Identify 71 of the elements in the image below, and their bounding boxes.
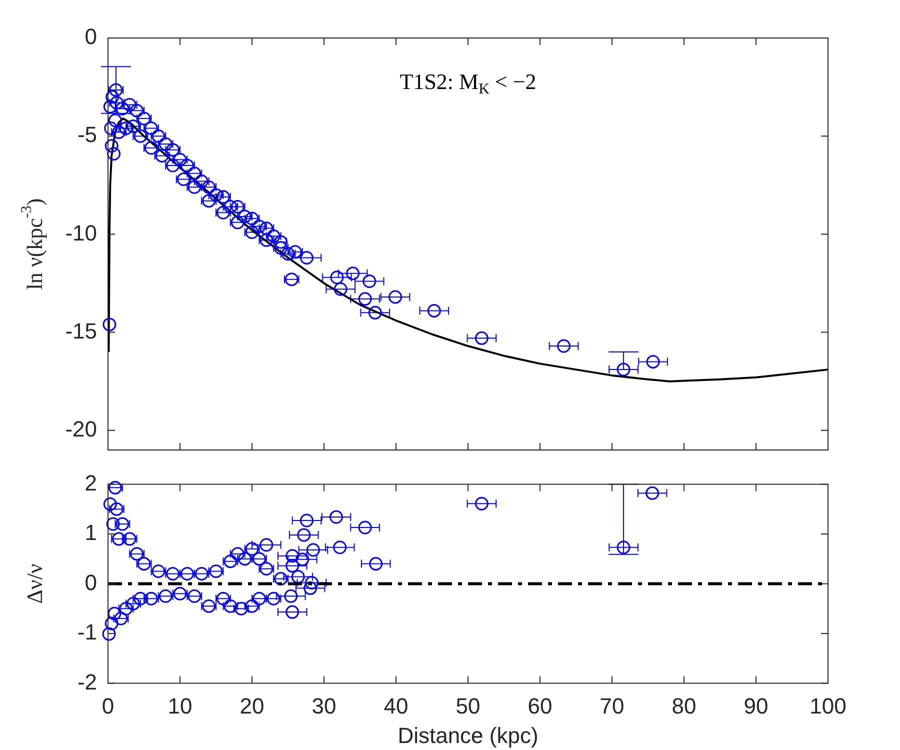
point (306, 543, 320, 557)
x-tick-label: 80 (672, 693, 696, 718)
point (286, 559, 300, 573)
x-tick-label: 40 (384, 693, 408, 718)
x-axis-title: Distance (kpc) (398, 722, 538, 748)
point (202, 599, 216, 613)
y-tick-label: 1 (84, 520, 97, 546)
point (104, 616, 118, 630)
point (224, 554, 238, 568)
point (180, 567, 194, 580)
point (300, 514, 314, 528)
point (134, 592, 148, 606)
y-tick-label: -20 (65, 416, 97, 442)
point (296, 552, 310, 566)
point (646, 486, 660, 500)
point (130, 547, 144, 561)
x-tick-label: 30 (312, 693, 336, 718)
point (252, 592, 266, 606)
y-tick-label: -15 (65, 318, 97, 344)
point (333, 540, 347, 554)
point (291, 570, 305, 584)
point (474, 496, 488, 510)
point (216, 592, 230, 606)
x-tick-label: 10 (168, 693, 192, 718)
point (108, 480, 122, 494)
y-tick-label: -1 (77, 620, 97, 645)
point (245, 599, 259, 613)
x-tick-label: 100 (810, 693, 846, 718)
x-tick-label: 70 (600, 693, 624, 718)
y-tick-label: 0 (84, 24, 97, 50)
point (297, 528, 311, 542)
point (116, 517, 130, 531)
y-tick-label: -10 (65, 220, 97, 246)
point (358, 520, 372, 534)
y-tick-label: -5 (77, 122, 97, 148)
y-tick-label: 2 (84, 470, 97, 496)
point (274, 572, 288, 586)
point (369, 557, 383, 571)
point (108, 606, 122, 620)
point (266, 592, 280, 606)
x-tick-label: 20 (240, 693, 264, 718)
x-tick-label: 50 (456, 693, 480, 718)
x-tick-label: 60 (528, 693, 552, 718)
point (110, 502, 124, 516)
point (260, 538, 274, 552)
point (106, 517, 120, 531)
point (234, 602, 248, 616)
point (329, 510, 343, 524)
point (252, 552, 266, 566)
point (284, 589, 298, 603)
point (103, 497, 117, 511)
x-tick-label: 90 (744, 693, 768, 718)
point (616, 540, 630, 554)
point (119, 602, 133, 616)
point (224, 599, 238, 613)
y-axis-title: Δν/ν (22, 564, 47, 604)
point (114, 612, 128, 626)
point (112, 532, 126, 546)
point (122, 532, 136, 546)
point (286, 549, 300, 563)
point (230, 547, 244, 561)
point (102, 627, 116, 641)
y-tick-label: -2 (77, 669, 97, 694)
point (245, 542, 259, 556)
point (126, 596, 140, 610)
point (137, 557, 151, 571)
point (286, 605, 300, 619)
point (260, 562, 274, 576)
y-axis-title: ln ν(kpc-3) (19, 198, 47, 290)
x-tick-label: 0 (102, 693, 114, 718)
y-tick-label: 0 (84, 570, 97, 595)
